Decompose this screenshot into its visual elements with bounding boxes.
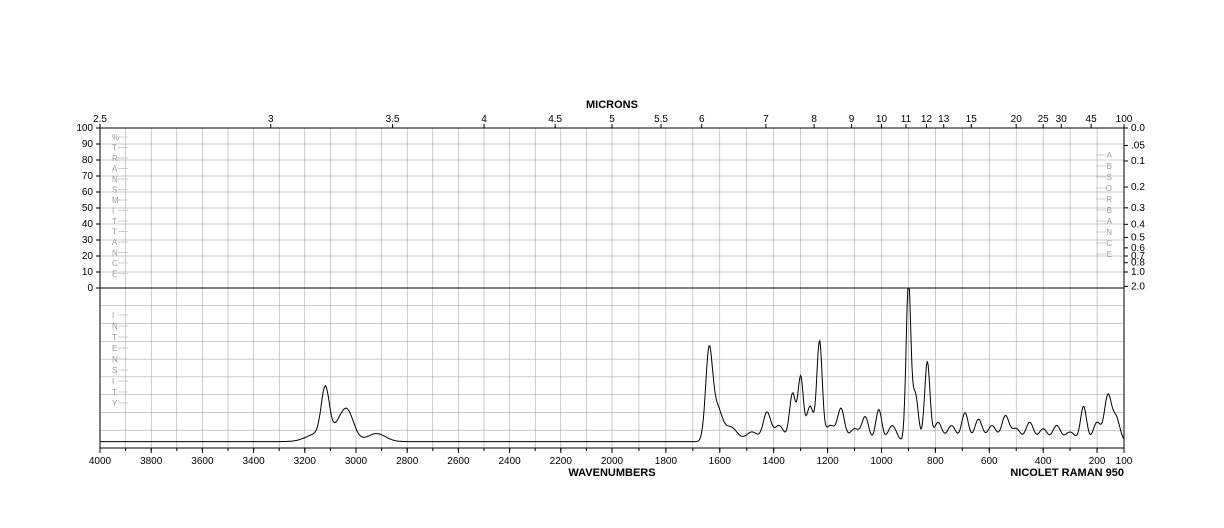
transmittance-label-char: N bbox=[112, 175, 118, 184]
absorbance-label-char: A bbox=[1107, 217, 1113, 226]
absorbance-label-char: S bbox=[1107, 173, 1112, 182]
wavenumber-tick: 3800 bbox=[140, 456, 163, 467]
transmittance-tick: 30 bbox=[82, 235, 94, 246]
transmittance-label-char: I bbox=[112, 207, 114, 216]
wavenumber-tick: 1800 bbox=[655, 456, 678, 467]
transmittance-label-char: R bbox=[112, 154, 118, 163]
wavenumber-tick: 1200 bbox=[816, 456, 839, 467]
wavenumber-tick: 800 bbox=[927, 456, 944, 467]
absorbance-label-char: A bbox=[1107, 151, 1113, 160]
intensity-label-char: N bbox=[112, 322, 118, 331]
microns-tick: 15 bbox=[966, 114, 978, 125]
intensity-label-char: T bbox=[112, 333, 117, 342]
microns-tick: 7 bbox=[763, 114, 769, 125]
wavenumber-tick: 100 bbox=[1116, 456, 1133, 467]
intensity-label-char: N bbox=[112, 355, 118, 364]
transmittance-tick: 90 bbox=[82, 139, 94, 150]
transmittance-tick: 0 bbox=[87, 283, 93, 294]
top-axis-title: MICRONS bbox=[586, 99, 638, 111]
microns-tick: 13 bbox=[938, 114, 950, 125]
wavenumber-tick: 1000 bbox=[870, 456, 893, 467]
wavenumber-tick: 200 bbox=[1089, 456, 1106, 467]
transmittance-tick: 40 bbox=[82, 219, 94, 230]
microns-tick: 9 bbox=[849, 114, 855, 125]
transmittance-label-char: E bbox=[112, 270, 117, 279]
transmittance-label-char: N bbox=[112, 249, 118, 258]
transmittance-tick: 100 bbox=[76, 123, 93, 134]
transmittance-label-char: T bbox=[112, 228, 117, 237]
microns-tick: 12 bbox=[921, 114, 933, 125]
transmittance-label-char: S bbox=[112, 186, 117, 195]
transmittance-tick: 80 bbox=[82, 155, 94, 166]
transmittance-tick: 50 bbox=[82, 203, 94, 214]
intensity-label-char: Y bbox=[112, 399, 118, 408]
transmittance-label-char: % bbox=[112, 133, 119, 142]
intensity-label-char: S bbox=[112, 366, 117, 375]
absorbance-tick: 0.0 bbox=[1131, 123, 1145, 134]
wavenumber-tick: 2000 bbox=[601, 456, 624, 467]
absorbance-label-char: C bbox=[1106, 239, 1112, 248]
absorbance-label-char: O bbox=[1106, 184, 1112, 193]
absorbance-label-char: N bbox=[1106, 228, 1112, 237]
absorbance-tick: 1.0 bbox=[1131, 267, 1145, 278]
absorbance-tick: 0.4 bbox=[1131, 219, 1145, 230]
microns-tick: 4.5 bbox=[548, 114, 562, 125]
microns-tick: 2.5 bbox=[93, 114, 107, 125]
microns-tick: 3.5 bbox=[386, 114, 400, 125]
absorbance-label-char: R bbox=[1106, 195, 1112, 204]
microns-tick: 30 bbox=[1056, 114, 1068, 125]
transmittance-tick: 70 bbox=[82, 171, 94, 182]
transmittance-tick: 10 bbox=[82, 267, 94, 278]
microns-tick: 5.5 bbox=[654, 114, 668, 125]
wavenumber-tick: 3400 bbox=[242, 456, 265, 467]
wavenumber-tick: 3200 bbox=[294, 456, 317, 467]
bottom-axis-title: WAVENUMBERS bbox=[568, 467, 655, 479]
microns-tick: 20 bbox=[1011, 114, 1023, 125]
absorbance-tick: 0.3 bbox=[1131, 203, 1145, 214]
transmittance-label-char: T bbox=[112, 217, 117, 226]
intensity-label-char: T bbox=[112, 388, 117, 397]
absorbance-tick: 0.5 bbox=[1131, 232, 1145, 243]
wavenumber-tick: 1600 bbox=[709, 456, 732, 467]
instrument-label: NICOLET RAMAN 950 bbox=[1010, 467, 1124, 479]
microns-tick: 10 bbox=[876, 114, 888, 125]
wavenumber-tick: 4000 bbox=[89, 456, 112, 467]
wavenumber-tick: 2400 bbox=[498, 456, 521, 467]
absorbance-tick: 0.2 bbox=[1131, 182, 1145, 193]
spectrum-svg: MICRONS2.533.544.555.5678910111213152025… bbox=[0, 0, 1224, 528]
wavenumber-tick: 3000 bbox=[345, 456, 368, 467]
absorbance-label-char: E bbox=[1107, 250, 1112, 259]
wavenumber-tick: 3600 bbox=[191, 456, 214, 467]
transmittance-tick: 60 bbox=[82, 187, 94, 198]
transmittance-label-char: A bbox=[112, 165, 118, 174]
microns-tick: 11 bbox=[901, 114, 912, 125]
transmittance-label-char: M bbox=[112, 196, 119, 205]
transmittance-label-char: A bbox=[112, 238, 118, 247]
microns-tick: 6 bbox=[699, 114, 705, 125]
wavenumber-tick: 2200 bbox=[550, 456, 573, 467]
intensity-label-char: E bbox=[112, 344, 117, 353]
microns-tick: 8 bbox=[811, 114, 817, 125]
wavenumber-tick: 600 bbox=[981, 456, 998, 467]
absorbance-tick: .05 bbox=[1131, 140, 1145, 151]
intensity-label-char: I bbox=[112, 311, 114, 320]
wavenumber-tick: 1400 bbox=[763, 456, 786, 467]
microns-tick: 3 bbox=[268, 114, 274, 125]
transmittance-label-char: T bbox=[112, 144, 117, 153]
microns-tick: 25 bbox=[1038, 114, 1050, 125]
absorbance-tick: 2.0 bbox=[1131, 281, 1145, 292]
intensity-label-char: I bbox=[112, 377, 114, 386]
transmittance-label-char: C bbox=[112, 259, 118, 268]
absorbance-tick: 0.1 bbox=[1131, 156, 1145, 167]
wavenumber-tick: 2800 bbox=[396, 456, 419, 467]
spectrum-chart: MICRONS2.533.544.555.5678910111213152025… bbox=[0, 0, 1224, 528]
absorbance-label-char: B bbox=[1107, 162, 1112, 171]
wavenumber-tick: 2600 bbox=[447, 456, 470, 467]
absorbance-label-char: B bbox=[1107, 206, 1112, 215]
microns-tick: 4 bbox=[481, 114, 487, 125]
microns-tick: 45 bbox=[1086, 114, 1098, 125]
microns-tick: 5 bbox=[609, 114, 615, 125]
wavenumber-tick: 400 bbox=[1035, 456, 1052, 467]
transmittance-tick: 20 bbox=[82, 251, 94, 262]
